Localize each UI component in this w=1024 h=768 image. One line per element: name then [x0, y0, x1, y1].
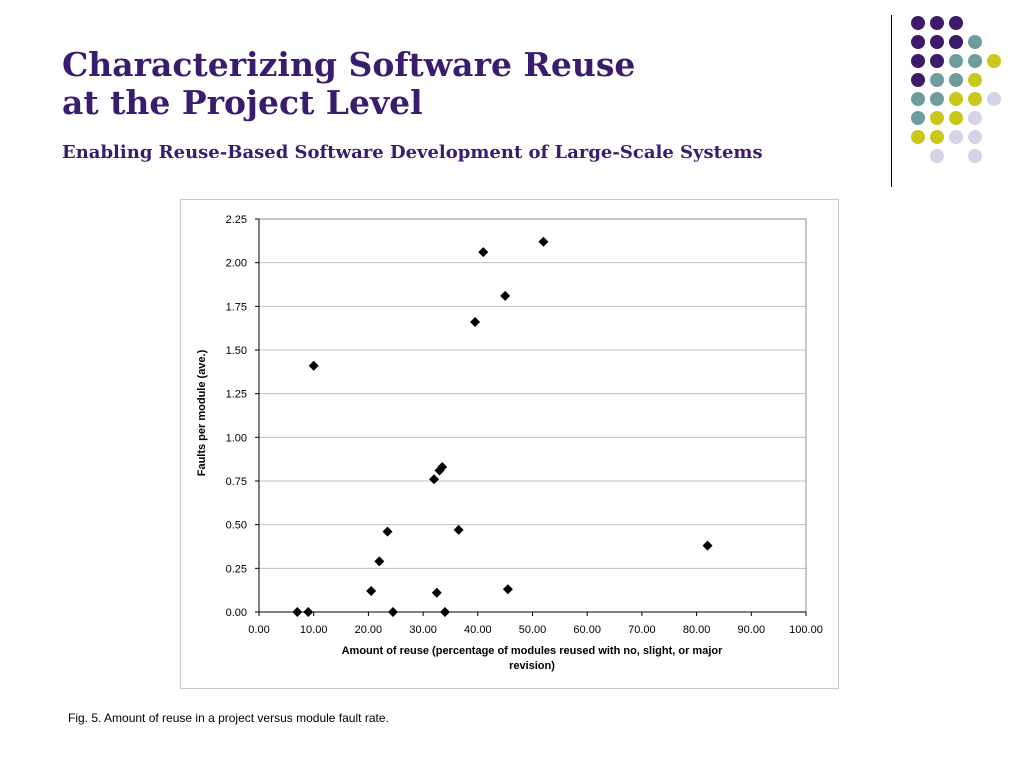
x-tick-labels: 0.00 10.00 20.00 30.00 40.00 50.00 60.00 70.00 8…	[248, 624, 823, 636]
x-tick-label: 10.00	[300, 624, 328, 636]
x-tick-label: 90.00	[738, 624, 766, 636]
data-point	[453, 524, 464, 535]
y-tick-label: 1.25	[226, 389, 247, 401]
data-point	[478, 247, 489, 258]
data-point	[374, 556, 385, 567]
decor-dot	[930, 73, 944, 87]
data-point	[303, 607, 314, 617]
decor-dot	[968, 149, 982, 163]
slide-title: Characterizing Software Reuse at the Pro…	[62, 48, 635, 119]
slide-subtitle: Enabling Reuse-Based Software Developmen…	[62, 142, 763, 163]
data-point	[382, 526, 393, 537]
x-tick-label: 80.00	[683, 624, 711, 636]
y-axis-label: Faults per module (ave.)	[196, 349, 208, 476]
decor-dot	[911, 130, 925, 144]
data-point	[437, 462, 448, 473]
y-tick-label: 1.00	[226, 432, 247, 444]
decor-dot	[911, 92, 925, 106]
decor-dot	[930, 92, 944, 106]
y-tick-label: 2.25	[226, 214, 247, 226]
data-point	[292, 607, 303, 617]
y-tick-label: 0.75	[226, 476, 247, 488]
decor-dot	[949, 92, 963, 106]
x-tick-label: 40.00	[464, 624, 492, 636]
decor-dot	[968, 35, 982, 49]
decor-dot	[949, 16, 963, 30]
x-tick-label: 0.00	[248, 624, 269, 636]
decor-dot	[911, 54, 925, 68]
x-tick-label: 100.00	[789, 624, 823, 636]
y-tick-label: 0.00	[226, 607, 247, 619]
slide-title-line2: at the Project Level	[62, 83, 423, 122]
decor-dot	[968, 130, 982, 144]
y-tick-label: 0.50	[226, 520, 247, 532]
decor-dot	[930, 130, 944, 144]
decor-dot	[987, 54, 1001, 68]
x-tick-label: 30.00	[409, 624, 437, 636]
decor-dot	[968, 111, 982, 125]
x-tick-label: 50.00	[519, 624, 547, 636]
data-point	[502, 584, 513, 595]
decor-dot	[968, 92, 982, 106]
axes	[255, 218, 807, 616]
data-point	[429, 474, 440, 485]
figure-caption: Fig. 5. Amount of reuse in a project ver…	[68, 711, 389, 725]
scatter-chart: 0.00 0.25 0.50 0.75 1.00 1.25 1.50 1.75 2.00 2.25…	[196, 214, 823, 672]
decor-dot	[968, 73, 982, 87]
data-point	[439, 607, 450, 617]
decor-dot	[987, 92, 1001, 106]
grid-lines	[259, 218, 806, 569]
divider-line	[891, 15, 892, 187]
decor-dot	[930, 16, 944, 30]
x-tick-label: 70.00	[628, 624, 656, 636]
decor-dot	[930, 35, 944, 49]
decor-dot	[930, 54, 944, 68]
decor-dot	[930, 111, 944, 125]
x-axis-label-line1: Amount of reuse (percentage of modules r…	[342, 645, 723, 657]
data-point	[366, 586, 377, 597]
decor-dot	[949, 111, 963, 125]
decor-dot	[968, 54, 982, 68]
decor-dot	[949, 130, 963, 144]
plot-area	[258, 218, 807, 613]
slide-title-line1: Characterizing Software Reuse	[62, 45, 636, 84]
y-tick-label: 1.50	[226, 345, 247, 357]
data-point	[388, 607, 399, 617]
decor-dot	[911, 35, 925, 49]
data-point	[470, 317, 481, 328]
data-point	[500, 290, 511, 301]
decor-dot	[911, 16, 925, 30]
data-point	[538, 236, 549, 247]
x-tick-label: 60.00	[573, 624, 601, 636]
y-tick-label: 1.75	[226, 301, 247, 313]
decor-dot	[949, 54, 963, 68]
x-axis-label-line2: revision)	[509, 660, 555, 672]
decor-dot	[949, 73, 963, 87]
data-points	[292, 236, 713, 617]
x-tick-label: 20.00	[355, 624, 383, 636]
decor-dot	[930, 149, 944, 163]
data-point	[702, 540, 713, 551]
data-point	[308, 360, 319, 371]
y-tick-label: 0.25	[226, 563, 247, 575]
chart-frame: 0.00 0.25 0.50 0.75 1.00 1.25 1.50 1.75 2.00 2.25…	[180, 199, 839, 689]
y-tick-label: 2.00	[226, 258, 247, 270]
data-point	[431, 587, 442, 598]
decor-dot	[911, 73, 925, 87]
decor-dot	[949, 35, 963, 49]
y-tick-labels: 0.00 0.25 0.50 0.75 1.00 1.25 1.50 1.75 2.00 2.25	[226, 214, 247, 619]
decor-dot	[911, 111, 925, 125]
